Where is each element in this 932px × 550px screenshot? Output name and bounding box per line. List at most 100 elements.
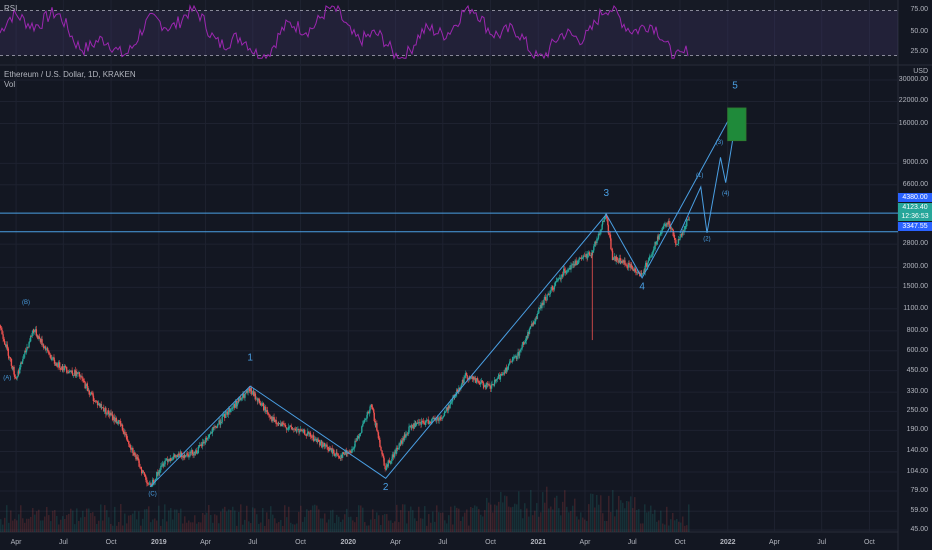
volume-bar: [402, 504, 404, 532]
time-tick-label: 2020: [340, 539, 357, 546]
volume-bar: [592, 493, 594, 532]
volume-bar: [596, 494, 598, 532]
candle-body: [410, 425, 413, 429]
volume-bar: [630, 496, 632, 532]
time-tick-label: Jul: [58, 539, 68, 546]
candle-body: [670, 228, 673, 230]
candle-body: [676, 243, 679, 245]
candle-body: [228, 408, 230, 413]
volume-bar: [338, 516, 340, 532]
volume-bar: [566, 506, 568, 532]
candle-body: [406, 433, 409, 435]
candle-body: [475, 378, 478, 383]
volume-bar: [430, 522, 432, 532]
candle-body: [55, 363, 57, 366]
volume-bar: [296, 523, 298, 532]
volume-bar: [448, 515, 450, 532]
volume-bar: [96, 524, 98, 532]
candle-body: [24, 350, 26, 355]
volume-bar: [474, 505, 476, 532]
candle-body: [583, 255, 586, 257]
volume-bar: [564, 490, 566, 532]
candle-body: [150, 483, 152, 487]
candle-body: [381, 454, 384, 456]
volume-legend[interactable]: Vol: [4, 80, 16, 89]
volume-bar: [480, 514, 482, 532]
candle-body: [161, 464, 163, 466]
time-tick-label: Apr: [390, 539, 401, 546]
level-tag-lower: 3347.55: [898, 222, 932, 231]
candle-body: [232, 405, 234, 409]
candle-body: [629, 263, 631, 268]
candle-body: [503, 372, 506, 374]
candle-body: [157, 471, 160, 475]
volume-bar: [666, 506, 668, 532]
candle-body: [167, 459, 169, 462]
volume-bar: [104, 505, 106, 532]
volume-bar: [292, 524, 294, 532]
candle-body: [688, 219, 691, 221]
candle-body: [84, 382, 86, 389]
candle-body: [17, 371, 20, 374]
candle-body: [511, 359, 514, 362]
candle-body: [21, 361, 24, 364]
price-tick-label: 79.00: [910, 487, 928, 495]
candle-body: [265, 410, 267, 412]
candle-body: [619, 258, 621, 263]
volume-bar: [16, 520, 18, 532]
candle-body: [391, 454, 394, 459]
candle-body: [554, 281, 557, 286]
candle-body: [352, 448, 355, 450]
volume-bar: [490, 504, 492, 532]
volume-bar: [250, 523, 252, 532]
volume-bar: [108, 517, 110, 532]
candle-body: [128, 441, 130, 445]
candle-body: [111, 414, 114, 420]
volume-bar: [252, 507, 254, 532]
volume-bar: [0, 519, 2, 532]
candle-body: [492, 384, 494, 385]
candle-body: [118, 420, 121, 422]
volume-bar: [538, 516, 540, 532]
candle-body: [75, 372, 78, 377]
candle-body: [543, 299, 545, 305]
candle-body: [549, 290, 551, 295]
candle-body: [129, 445, 131, 448]
volume-bar: [126, 523, 128, 532]
volume-bar: [356, 516, 358, 532]
candle-body: [319, 442, 321, 446]
candle-body: [636, 272, 639, 274]
candle-body: [684, 226, 686, 230]
volume-bar: [534, 510, 536, 532]
price-tick-label: 600.00: [906, 346, 928, 354]
volume-bar: [584, 519, 586, 532]
volume-bar: [222, 508, 224, 532]
candle-body: [635, 271, 637, 273]
volume-bar: [332, 509, 334, 532]
volume-bar: [344, 514, 346, 532]
candle-body: [57, 362, 60, 368]
candle-body: [362, 422, 365, 424]
volume-bar: [500, 491, 502, 532]
candle-body: [563, 268, 565, 276]
candle-body: [470, 376, 473, 378]
rsi-pane: [0, 0, 898, 64]
candle-body: [194, 450, 197, 454]
volume-bar: [550, 506, 552, 532]
candle-body: [626, 265, 628, 268]
candle-body: [302, 429, 305, 431]
candle-body: [417, 422, 420, 424]
volume-bar: [404, 504, 406, 532]
candle-body: [103, 407, 105, 412]
candle-body: [672, 228, 674, 230]
volume-bar: [302, 521, 304, 532]
volume-bar: [552, 509, 554, 532]
symbol-legend[interactable]: Ethereum / U.S. Dollar, 1D, KRAKEN: [4, 70, 136, 79]
candle-body: [456, 389, 458, 395]
candle-body: [233, 404, 236, 408]
candle-body: [479, 382, 482, 385]
volume-bar: [150, 522, 152, 532]
candle-body: [284, 424, 287, 428]
